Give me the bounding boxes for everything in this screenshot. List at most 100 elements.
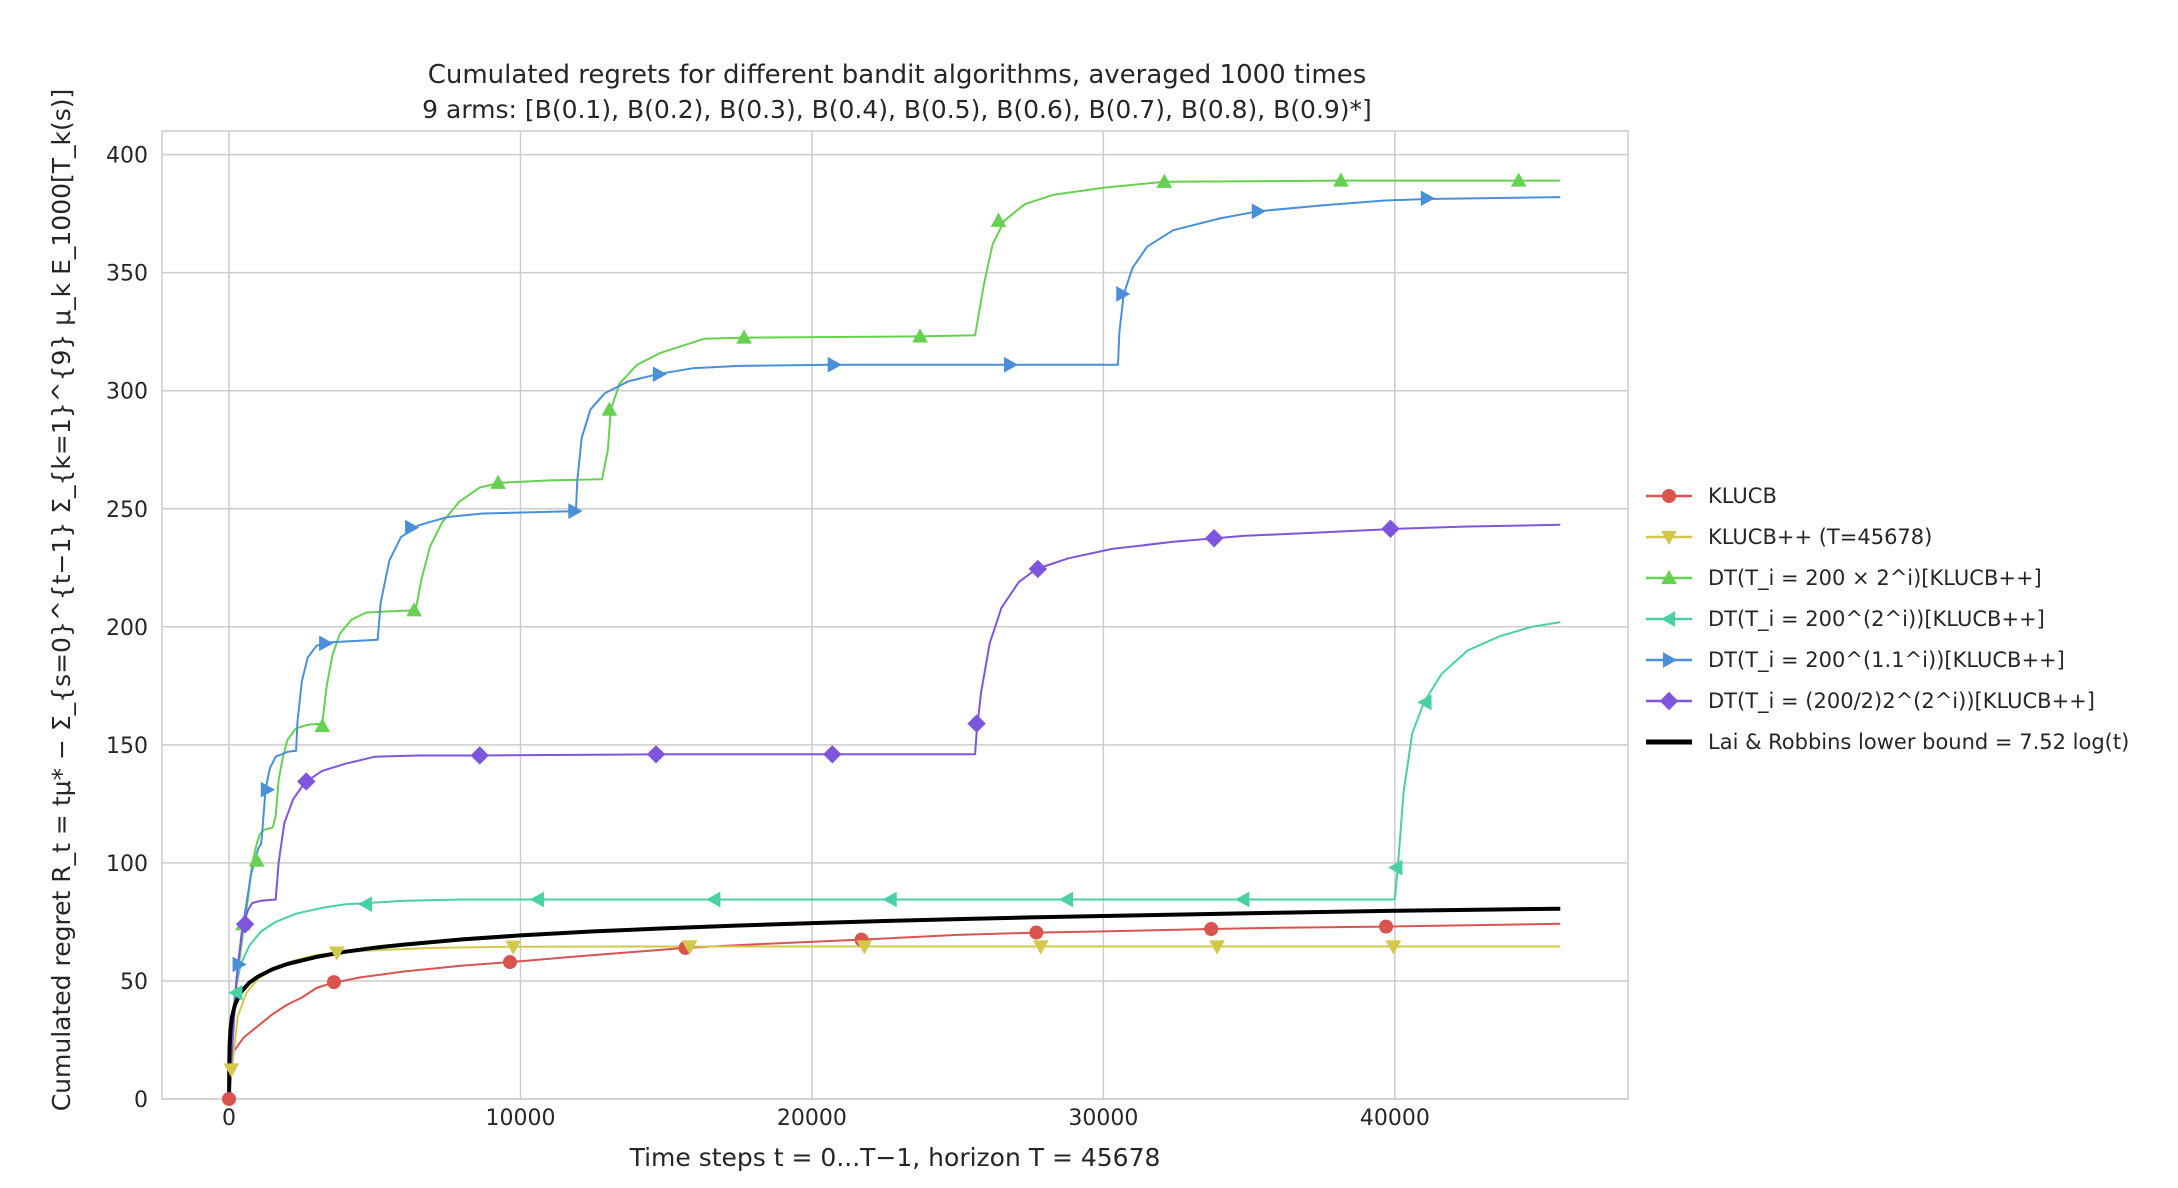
data-point-dt-t-i-200-2-i-klucb xyxy=(882,891,897,908)
data-point-dt-t-i-200-1-1-i-klucb xyxy=(319,635,334,652)
legend-marker xyxy=(1659,691,1679,711)
legend-entry-klucb: KLUCB xyxy=(1646,484,1777,508)
data-point-klucb-t-45678 xyxy=(856,940,873,955)
series-line-dt-t-i-200-2-2-2-i-klucb xyxy=(228,523,1561,1100)
legend-entry-klucb-t-45678: KLUCB++ (T=45678) xyxy=(1646,525,1932,549)
data-point-klucb-t-45678 xyxy=(505,940,522,955)
legend-marker xyxy=(1660,611,1676,627)
y-axis-label: Cumulated regret R_t = tμ* − Σ_{s=0}^{t−… xyxy=(47,89,76,1112)
grid-lines xyxy=(162,131,1628,1100)
y-tick-label: 0 xyxy=(134,1088,148,1113)
legend-marker xyxy=(1662,489,1676,503)
data-point-dt-t-i-200-2-2-2-i-klucb xyxy=(967,714,986,733)
x-axis-label: Time steps t = 0...T−1, horizon T = 4567… xyxy=(629,1143,1161,1172)
data-point-dt-t-i-200-2-i-klucb xyxy=(490,474,506,489)
data-point-klucb xyxy=(1029,925,1044,940)
data-point-dt-t-i-200-2-2-2-i-klucb xyxy=(646,745,666,764)
y-tick-label: 400 xyxy=(106,144,148,169)
legend-entry-dt-t-i-200-2-i-klucb: DT(T_i = 200^(2^i))[KLUCB++] xyxy=(1646,607,2045,632)
data-point-dt-t-i-200-1-1-i-klucb xyxy=(405,519,420,536)
data-point-dt-t-i-200-1-1-i-klucb xyxy=(260,781,275,798)
data-point-dt-t-i-200-2-i-klucb xyxy=(529,891,545,908)
legend-label: DT(T_i = 200^(2^i))[KLUCB++] xyxy=(1708,607,2045,632)
data-point-klucb-t-45678 xyxy=(1385,940,1402,955)
data-point-dt-t-i-200-1-1-i-klucb xyxy=(1116,286,1131,302)
data-point-dt-t-i-200-2-2-2-i-klucb xyxy=(1381,519,1400,539)
data-point-dt-t-i-200-1-1-i-klucb xyxy=(1251,203,1266,220)
legend-label: DT(T_i = 200 × 2^i)[KLUCB++] xyxy=(1708,566,2042,591)
series-line-dt-t-i-200-2-i-klucb xyxy=(228,621,1561,1100)
data-point-dt-t-i-200-2-2-2-i-klucb xyxy=(823,745,842,764)
chart-subtitle: 9 arms: [B(0.1), B(0.2), B(0.3), B(0.4),… xyxy=(422,95,1372,124)
legend-entry-dt-t-i-200-2-2-2-i-klucb: DT(T_i = (200/2)2^(2^i))[KLUCB++] xyxy=(1646,689,2095,714)
data-point-dt-t-i-200-1-1-i-klucb xyxy=(1420,190,1435,207)
legend-entry-dt-t-i-200-1-1-i-klucb: DT(T_i = 200^(1.1^i))[KLUCB++] xyxy=(1646,648,2065,673)
data-point-klucb xyxy=(1379,919,1394,934)
legend-entry-dt-t-i-200-2-i-klucb: DT(T_i = 200 × 2^i)[KLUCB++] xyxy=(1646,566,2042,591)
data-point-dt-t-i-200-2-i-klucb xyxy=(1417,694,1432,711)
y-tick-labels: 0 50 100 150 200 250 300 350 400 xyxy=(106,144,148,1113)
data-point-dt-t-i-200-2-2-2-i-klucb xyxy=(1204,529,1224,548)
data-point-klucb-t-45678 xyxy=(223,1063,240,1078)
data-point-dt-t-i-200-2-i-klucb xyxy=(736,329,752,344)
data-point-dt-t-i-200-1-1-i-klucb xyxy=(568,503,583,519)
data-point-dt-t-i-200-2-2-2-i-klucb xyxy=(297,772,316,791)
data-point-dt-t-i-200-2-2-2-i-klucb xyxy=(1028,559,1048,579)
legend-label: Lai & Robbins lower bound = 7.52 log(t) xyxy=(1708,730,2129,754)
data-point-klucb xyxy=(1204,922,1219,937)
data-point-dt-t-i-200-1-1-i-klucb xyxy=(652,366,667,383)
data-point-klucb-t-45678 xyxy=(1209,940,1225,955)
legend-label: KLUCB++ (T=45678) xyxy=(1708,525,1932,549)
data-point-dt-t-i-200-2-i-klucb xyxy=(1156,173,1173,188)
data-point-dt-t-i-200-2-i-klucb xyxy=(1510,172,1527,187)
plot-area xyxy=(161,130,1629,1100)
data-point-dt-t-i-200-2-i-klucb xyxy=(248,852,265,867)
legend-label: KLUCB xyxy=(1708,484,1777,508)
x-tick-labels: 0 10000 20000 30000 40000 xyxy=(222,1106,1430,1131)
x-tick-label: 10000 xyxy=(485,1106,555,1131)
data-point-klucb xyxy=(502,955,517,970)
data-point-dt-t-i-200-2-i-klucb xyxy=(912,328,928,343)
data-point-klucb-t-45678 xyxy=(1032,940,1049,955)
series-line-klucb xyxy=(228,922,1561,1100)
series-markers xyxy=(222,172,1527,1106)
x-tick-label: 40000 xyxy=(1360,1106,1430,1131)
data-point-dt-t-i-200-2-i-klucb xyxy=(1388,859,1403,876)
legend-label: DT(T_i = (200/2)2^(2^i))[KLUCB++] xyxy=(1708,689,2095,714)
data-point-klucb-t-45678 xyxy=(329,946,345,961)
data-point-klucb-t-45678 xyxy=(681,940,698,955)
x-tick-label: 20000 xyxy=(777,1106,847,1131)
data-point-dt-t-i-200-1-1-i-klucb xyxy=(232,956,247,973)
legend-entry-lai-robbins-lower-bound-7-52-log-t: Lai & Robbins lower bound = 7.52 log(t) xyxy=(1646,730,2129,754)
data-point-dt-t-i-200-2-i-klucb xyxy=(706,891,721,908)
data-point-klucb xyxy=(222,1092,237,1106)
data-point-dt-t-i-200-1-1-i-klucb xyxy=(1004,356,1019,373)
data-point-dt-t-i-200-2-i-klucb xyxy=(1235,891,1250,908)
x-tick-label: 30000 xyxy=(1068,1106,1138,1131)
legend-marker xyxy=(1661,569,1677,585)
y-tick-label: 100 xyxy=(106,852,148,877)
data-point-dt-t-i-200-2-i-klucb xyxy=(1058,891,1074,908)
data-point-dt-t-i-200-2-2-2-i-klucb xyxy=(235,915,255,934)
data-point-dt-t-i-200-2-i-klucb xyxy=(1333,172,1349,187)
legend-label: DT(T_i = 200^(1.1^i))[KLUCB++] xyxy=(1708,648,2065,673)
y-tick-label: 250 xyxy=(106,498,148,523)
data-point-dt-t-i-200-2-i-klucb xyxy=(990,212,1007,227)
data-point-dt-t-i-200-1-1-i-klucb xyxy=(827,356,842,373)
data-point-dt-t-i-200-2-i-klucb xyxy=(357,896,373,913)
data-point-dt-t-i-200-2-i-klucb xyxy=(314,717,331,733)
legend: KLUCB KLUCB++ (T=45678) DT(T_i = 200 × 2^i… xyxy=(1646,484,2129,754)
x-tick-label: 0 xyxy=(222,1106,236,1131)
data-point-dt-t-i-200-2-i-klucb xyxy=(601,401,618,416)
chart-title: Cumulated regrets for different bandit a… xyxy=(428,60,1367,90)
data-point-dt-t-i-200-2-i-klucb xyxy=(406,602,422,617)
y-tick-label: 150 xyxy=(106,734,148,759)
data-point-klucb xyxy=(326,975,341,990)
y-tick-label: 200 xyxy=(106,616,148,641)
data-point-dt-t-i-200-2-i-klucb xyxy=(228,984,243,1001)
data-point-dt-t-i-200-2-2-2-i-klucb xyxy=(470,746,489,765)
y-tick-label: 300 xyxy=(106,380,148,405)
legend-marker xyxy=(1661,530,1677,546)
y-tick-label: 50 xyxy=(120,970,148,995)
